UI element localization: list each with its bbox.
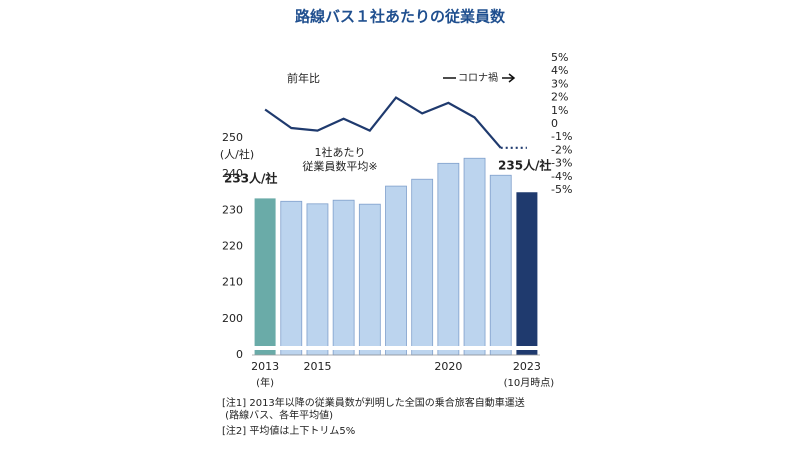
x-tick-label: 2023 — [513, 360, 541, 373]
y-tick-label: 0 — [236, 348, 243, 361]
x-tick-label: 2015 — [303, 360, 331, 373]
y2-tick-label: 0 — [551, 117, 558, 130]
y2-tick-label: 4% — [551, 64, 568, 77]
y-tick-label: 230 — [222, 203, 243, 216]
line-label: 前年比 — [287, 71, 320, 85]
bar — [411, 178, 434, 356]
bar — [463, 157, 486, 356]
bar — [489, 174, 512, 356]
bar — [306, 203, 329, 356]
y2-tick-label: 5% — [551, 51, 568, 64]
x-tick-label: 2013 — [251, 360, 279, 373]
y2-tick-label: -4% — [551, 170, 572, 183]
y2-tick-label: -3% — [551, 157, 572, 170]
bar-label: 1社あたり従業員数平均※ — [302, 145, 377, 173]
value-label: 233人/社 — [224, 171, 277, 186]
annotation: コロナ禍 — [458, 71, 498, 84]
line — [264, 96, 502, 149]
y2-tick-label: -1% — [551, 130, 572, 143]
y2-tick-label: -2% — [551, 143, 572, 156]
y2-tick-label: 3% — [551, 77, 568, 90]
y2-tick-label: 2% — [551, 91, 568, 104]
bar — [385, 185, 407, 356]
y-tick-label: 220 — [222, 240, 243, 253]
note: [注1] 2013年以降の従業員数が判明した全国の乗合旅客自動車運送 (路線バス… — [222, 396, 525, 422]
bar — [254, 198, 276, 355]
bar — [358, 203, 381, 356]
axis-break — [250, 346, 542, 350]
note: [注2] 平均値は上下トリム5% — [222, 424, 355, 437]
y-tick-label: 200 — [222, 312, 243, 325]
x-tick-label: 2020 — [434, 360, 462, 373]
y-axis-label: (人/社) — [220, 147, 254, 161]
y2-tick-label: 1% — [551, 104, 568, 117]
x-sublabel: (10月時点) — [504, 377, 555, 389]
chart-title: 路線バス１社あたりの従業員数 — [295, 8, 506, 26]
y-tick-label: 250 — [222, 131, 243, 144]
bar — [280, 200, 303, 356]
bar — [332, 199, 355, 356]
value-label: 235人/社 — [498, 158, 551, 173]
arrow — [502, 73, 516, 83]
bar — [437, 162, 460, 356]
y2-tick-label: -5% — [551, 183, 572, 196]
y-tick-label: 210 — [222, 276, 243, 289]
bar — [516, 192, 538, 355]
y-tick-label: 240 — [222, 167, 243, 180]
x-sublabel: (年) — [256, 376, 274, 389]
